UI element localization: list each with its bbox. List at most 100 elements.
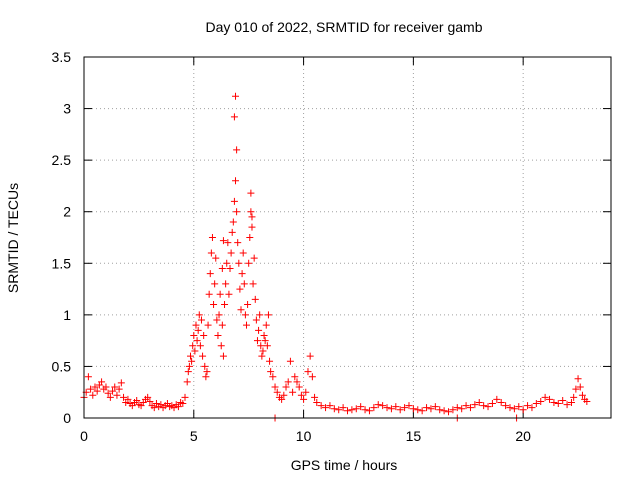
data-point (179, 400, 187, 408)
chart-title: Day 010 of 2022, SRMTID for receiver gam… (205, 19, 482, 35)
data-point (289, 388, 297, 396)
data-point (226, 264, 234, 272)
data-point (532, 400, 540, 408)
data-point (203, 368, 211, 376)
data-point (228, 228, 236, 236)
data-point (284, 378, 292, 386)
x-axis-label: GPS time / hours (291, 457, 398, 473)
y-tick-label: 1.5 (52, 255, 72, 271)
y-tick-label: 0.5 (52, 358, 72, 374)
data-point (405, 402, 413, 410)
data-point (578, 391, 586, 399)
data-point (550, 399, 558, 407)
data-point (453, 404, 461, 412)
data-point (144, 393, 152, 401)
data-point (124, 395, 132, 403)
data-point (232, 177, 240, 185)
data-point (223, 259, 231, 267)
data-point (471, 401, 479, 409)
data-point (291, 373, 299, 381)
data-point (383, 404, 391, 412)
data-point (493, 395, 501, 403)
data-point (183, 378, 191, 386)
y-tick-label: 2.5 (52, 152, 72, 168)
data-point (401, 404, 409, 412)
data-point (427, 405, 435, 413)
data-point (510, 405, 518, 413)
data-point (370, 404, 378, 412)
data-point (98, 378, 106, 386)
data-point (204, 321, 212, 329)
data-point (215, 311, 223, 319)
data-point (583, 397, 591, 405)
data-point (282, 383, 290, 391)
grid-lines (84, 57, 611, 418)
data-point (260, 331, 268, 339)
data-point (93, 387, 101, 395)
data-point (239, 249, 247, 257)
plot-frame (83, 56, 612, 419)
data-point (541, 393, 549, 401)
data-point (480, 402, 488, 410)
data-point (567, 399, 575, 407)
data-point (462, 402, 470, 410)
data-point (211, 280, 219, 288)
data-point (197, 316, 205, 324)
data-point (249, 280, 257, 288)
data-point (440, 407, 448, 415)
data-point (230, 113, 238, 121)
data-point (286, 357, 294, 365)
data-point (248, 213, 256, 221)
data-point (241, 311, 249, 319)
data-point (344, 407, 351, 415)
data-point (502, 402, 510, 410)
data-point (120, 393, 128, 401)
data-point (238, 270, 246, 278)
data-point (150, 404, 158, 412)
y-tick-label: 3 (63, 101, 71, 117)
data-point (273, 388, 281, 396)
data-point (253, 337, 261, 345)
data-point (188, 357, 196, 365)
data-point (352, 405, 360, 413)
data-point (181, 393, 189, 401)
data-point (261, 337, 269, 345)
data-point (196, 342, 204, 350)
data-point (546, 395, 554, 403)
data-point (224, 239, 232, 247)
data-point (317, 402, 325, 410)
data-point (189, 342, 197, 350)
data-point (475, 399, 483, 407)
data-point (357, 403, 365, 411)
data-point (247, 208, 255, 216)
data-point (339, 404, 347, 412)
data-point (186, 352, 194, 360)
data-point (244, 301, 252, 309)
data-point (219, 352, 227, 360)
data-points (80, 92, 591, 422)
data-point (237, 306, 245, 314)
data-point (271, 383, 279, 391)
data-point (361, 406, 369, 414)
y-tick-label: 2 (63, 204, 71, 220)
data-point (396, 406, 404, 414)
data-point (202, 373, 210, 381)
data-point (574, 375, 582, 383)
data-point (200, 331, 208, 339)
data-point (229, 218, 237, 226)
data-point (212, 254, 220, 262)
data-point (190, 331, 198, 339)
data-point (458, 405, 466, 413)
data-point (280, 391, 288, 399)
data-point (257, 342, 265, 350)
data-point (236, 285, 244, 293)
data-point (563, 401, 571, 409)
data-point (330, 405, 338, 413)
data-point (235, 259, 243, 267)
data-point (519, 406, 527, 414)
data-point (306, 352, 314, 360)
data-point (335, 406, 343, 414)
data-point (213, 316, 221, 324)
